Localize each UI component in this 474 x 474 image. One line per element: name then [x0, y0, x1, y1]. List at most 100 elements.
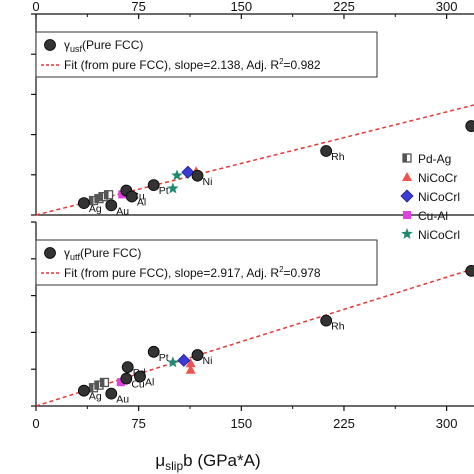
x-axis-title-rest: b (GPa*A)	[183, 451, 260, 470]
pure-fcc-point	[134, 370, 146, 383]
top-tick-label: 225	[333, 0, 355, 14]
pure-fcc-point	[465, 264, 474, 277]
legend-fit-sup: 2	[279, 265, 284, 274]
legend-fit-label: Fit (from pure FCC), slope=2.138, Adj. R…	[64, 57, 321, 72]
legend-gamma-rest: (Pure FCC)	[80, 246, 141, 260]
top-tick-label: 150	[230, 0, 252, 14]
pure-fcc-point	[320, 145, 333, 157]
alloy-marker-nicocr	[185, 358, 196, 368]
top-x-axis: 0 75 150 225 300	[32, 0, 474, 19]
pure-fcc-point	[320, 314, 333, 327]
pure-fcc-point	[465, 120, 474, 132]
pure-fcc-point	[120, 372, 133, 385]
panel-legend: γutf(Pure FCC) Fit (from pure FCC), slope…	[35, 239, 378, 286]
pd-ag-half-fill	[89, 196, 94, 205]
bottom-tick-label: 225	[333, 416, 355, 431]
legend-gamma-sub: usf	[70, 44, 83, 54]
bottom-tick-label: 75	[131, 416, 145, 431]
point-label-rh: Rh	[331, 151, 345, 163]
pure-fcc-point	[191, 349, 204, 361]
pd-ag-half-fill	[89, 383, 94, 392]
pd-ag-half-fill	[94, 381, 99, 390]
panel-legend: γusf(Pure FCC) Fit (from pure FCC), slope…	[35, 31, 378, 78]
species-legend-label-nicocrw: NiCoCrl	[418, 228, 460, 242]
fit-line	[35, 104, 474, 216]
pure-fcc-point	[147, 345, 160, 358]
legend-box	[35, 239, 378, 286]
point-label-ag: Ag	[89, 203, 102, 215]
point-label-ag: Ag	[89, 391, 102, 403]
point-label-ni: Ni	[203, 355, 213, 367]
alloy-marker-cu-al	[116, 378, 125, 387]
x-axis-title: μslipb (GPa*A)	[155, 451, 260, 473]
alloy-marker-pd-ag	[402, 153, 412, 163]
x-axis-title-sub: slip	[165, 459, 183, 473]
point-label-pt: Pt	[159, 185, 169, 197]
legend-gamma: γ	[64, 246, 70, 260]
pd-ag-half-fill	[403, 154, 407, 162]
legend-point-icon	[44, 39, 56, 51]
species-legend-label-cu-al: Cu-Al	[418, 209, 448, 223]
pure-fcc-point	[78, 197, 90, 210]
panel-utf: AgAuCuPdAlPtNiRhγutf(Pure FCC)Fit (from …	[31, 221, 474, 407]
species-legend-label-nicocrmo: NiCoCrl	[418, 190, 460, 204]
legend-series-label: γusf(Pure FCC)	[64, 38, 143, 54]
pure-fcc-point	[121, 361, 134, 374]
legend-fit-rest: =0.982	[284, 58, 321, 72]
pure-fcc-point	[105, 199, 118, 212]
legend-fit-rest: =0.978	[284, 266, 321, 280]
legend-fit-text: Fit (from pure FCC), slope=2.917, Adj. R	[64, 266, 279, 280]
legend-fit-sup: 2	[279, 57, 284, 66]
legend-point-icon	[44, 247, 56, 259]
pure-fcc-point	[78, 384, 90, 397]
alloy-marker-nicocrw	[167, 356, 179, 368]
legend-fit-label: Fit (from pure FCC), slope=2.917, Adj. R…	[64, 265, 321, 280]
point-label-au: Au	[116, 205, 129, 217]
pure-fcc-point	[125, 190, 138, 203]
point-label-rh: Rh	[331, 321, 345, 333]
alloy-marker-cu-al	[403, 211, 411, 219]
species-legend-label-pd-ag: Pd-Ag	[418, 152, 451, 166]
pd-ag-half-fill	[104, 190, 109, 199]
bottom-tick-label: 0	[32, 416, 39, 431]
point-label-au: Au	[116, 394, 129, 406]
point-label-ni: Ni	[203, 176, 213, 188]
pd-ag-half-fill	[99, 192, 104, 201]
point-label-al: Al	[145, 377, 154, 389]
alloy-marker-nicocrmo	[400, 189, 414, 203]
x-axis-title-mu: μ	[155, 451, 165, 470]
legend-gamma: γ	[64, 38, 70, 52]
alloy-marker-pd-ag	[103, 190, 114, 200]
alloy-marker-nicocr	[402, 172, 412, 181]
legend-gamma-rest: (Pure FCC)	[82, 38, 143, 52]
legend-gamma-sub: utf	[70, 252, 81, 262]
alloy-marker-pd-ag	[99, 377, 110, 388]
pd-ag-half-fill	[94, 194, 99, 203]
alloy-marker-nicocrmo	[177, 353, 191, 367]
top-tick-label: 300	[436, 0, 458, 14]
species-legend: Pd-Ag NiCoCr NiCoCrl Cu-Al NiCoCrl	[400, 152, 460, 242]
legend-box	[35, 31, 378, 78]
top-tick-label: 75	[131, 0, 145, 14]
bottom-tick-label: 300	[436, 416, 458, 431]
legend-fit-text: Fit (from pure FCC), slope=2.138, Adj. R	[64, 58, 279, 72]
bottom-x-axis: 0 75 150 225 300	[32, 406, 457, 431]
alloy-marker-nicocrmo	[181, 165, 195, 179]
legend-series-label: γutf(Pure FCC)	[64, 246, 141, 262]
alloy-marker-nicocrw	[171, 169, 183, 181]
pure-fcc-point	[147, 179, 160, 191]
alloy-marker-nicocr	[185, 364, 196, 374]
top-tick-label: 0	[32, 0, 39, 14]
pd-ag-half-fill	[100, 378, 105, 387]
pure-fcc-point	[191, 169, 204, 182]
pure-fcc-point	[105, 387, 118, 400]
species-legend-label-nicocr: NiCoCr	[418, 171, 457, 185]
alloy-marker-nicocrw	[167, 182, 179, 194]
point-label-al: Al	[137, 197, 146, 209]
bottom-tick-label: 150	[230, 416, 252, 431]
point-label-pt: Pt	[159, 352, 169, 364]
alloy-marker-nicocrw	[401, 228, 413, 239]
